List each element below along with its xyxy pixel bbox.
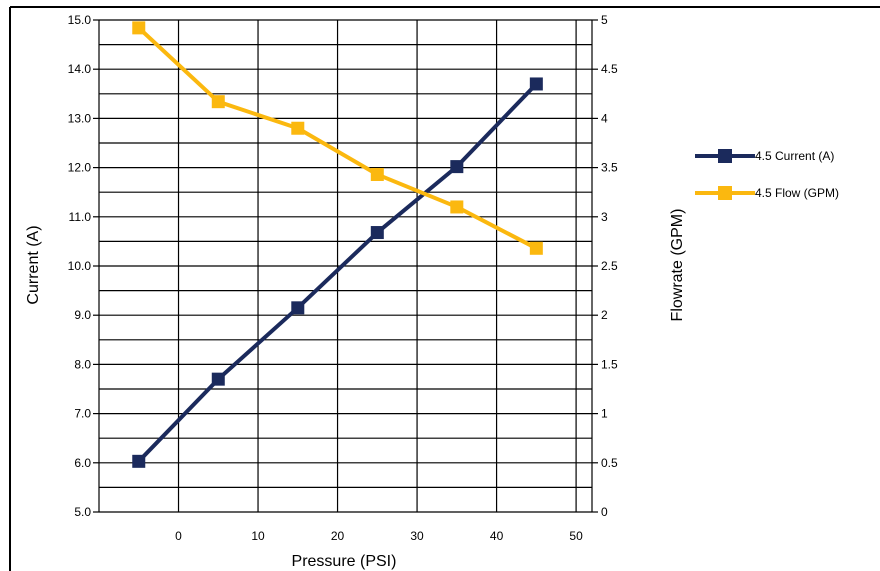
series-0-point [529,77,543,91]
x-tick-label: 20 [331,529,345,543]
y-left-tick-label: 14.0 [68,62,92,76]
series-line-0 [137,82,538,463]
legend-label-current: 4.5 Current (A) [755,149,834,163]
series-1-point [450,200,464,214]
series-1-point [132,21,146,35]
y-right-tick-label: 1 [601,407,608,421]
legend-label-flow: 4.5 Flow (GPM) [755,186,839,200]
x-tick-label: 50 [569,529,583,543]
y-left-tick-label: 13.0 [68,111,92,125]
series-0-point [291,301,305,315]
series-1-point [211,95,225,109]
series-1-point [370,167,384,181]
series-1-point [529,241,543,255]
y-left-tick-label: 8.0 [74,357,91,371]
series-1-point [291,121,305,135]
y-left-tick-label: 15.0 [68,13,92,27]
series-0-point [211,372,225,386]
y-right-tick-label: 4.5 [601,62,618,76]
x-tick-label: 40 [490,529,504,543]
y-right-tick-label: 2.5 [601,259,618,273]
y-axis-right-title: Flowrate (GPM) [669,209,686,322]
legend-marker-flow [718,186,732,200]
y-right-tick-label: 3.5 [601,161,618,175]
x-tick-label: 10 [251,529,265,543]
y-right-tick-label: 5 [601,13,608,27]
y-right-tick-label: 3 [601,210,608,224]
legend-item-flow: 4.5 Flow (GPM) [695,186,839,200]
series-0-point [450,160,464,174]
y-right-tick-label: 0.5 [601,456,618,470]
y-right-tick-label: 1.5 [601,357,618,371]
x-axis-ticks: 0 10 20 30 40 50 [175,529,583,543]
y-left-tick-label: 11.0 [69,210,92,224]
legend-item-current: 4.5 Current (A) [695,149,834,163]
y-left-tick-label: 7.0 [74,407,91,421]
series-layer [132,21,543,468]
series-0-point [370,226,384,240]
y-right-tick-label: 2 [601,308,608,322]
legend-marker-current [718,149,732,163]
y-axis-left-ticks: 5.0 6.0 7.0 8.0 9.0 10.0 11.0 12.0 13.0 14.0 15.0 [68,13,99,519]
y-left-tick-label: 10.0 [68,259,92,273]
x-tick-label: 0 [175,529,182,543]
legend: 4.5 Current (A) 4.5 Flow (GPM) [695,149,839,200]
y-right-tick-label: 4 [601,111,608,125]
y-right-tick-label: 0 [601,505,608,519]
x-tick-label: 30 [410,529,424,543]
series-line-1 [137,26,538,251]
y-left-tick-label: 5.0 [74,505,91,519]
plot-grid [98,19,593,513]
y-axis-left-title: Current (A) [25,225,42,304]
x-axis-title: Pressure (PSI) [292,553,397,570]
y-axis-right-ticks: 0 0.5 1 1.5 2 2.5 3 3.5 4 4.5 5 [592,13,618,519]
y-left-tick-label: 9.0 [74,308,91,322]
series-0-point [132,454,146,468]
y-left-tick-label: 6.0 [74,456,91,470]
y-left-tick-label: 12.0 [68,161,92,175]
